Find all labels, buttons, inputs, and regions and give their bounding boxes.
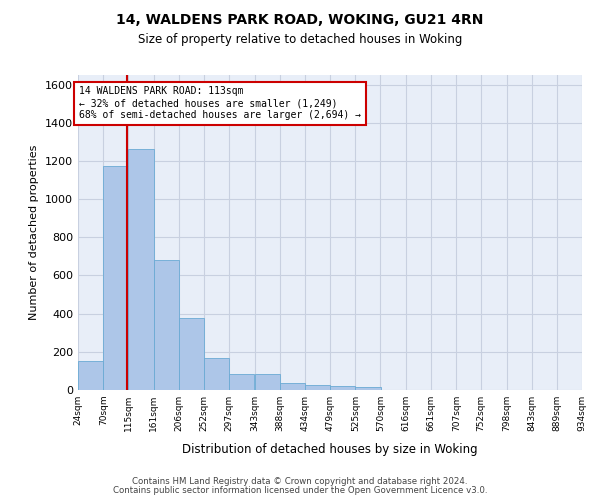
- Bar: [179, 318, 204, 390]
- Bar: [128, 150, 154, 390]
- Bar: [78, 362, 103, 390]
- Bar: [355, 387, 380, 390]
- Bar: [305, 384, 330, 390]
- Text: Distribution of detached houses by size in Woking: Distribution of detached houses by size …: [182, 442, 478, 456]
- Text: Contains public sector information licensed under the Open Government Licence v3: Contains public sector information licen…: [113, 486, 487, 495]
- Bar: [229, 374, 254, 390]
- Text: 14, WALDENS PARK ROAD, WOKING, GU21 4RN: 14, WALDENS PARK ROAD, WOKING, GU21 4RN: [116, 12, 484, 26]
- Bar: [254, 374, 280, 390]
- Bar: [103, 166, 128, 390]
- Bar: [154, 260, 179, 390]
- Y-axis label: Number of detached properties: Number of detached properties: [29, 145, 40, 320]
- Text: Size of property relative to detached houses in Woking: Size of property relative to detached ho…: [138, 32, 462, 46]
- Bar: [204, 358, 229, 390]
- Text: Contains HM Land Registry data © Crown copyright and database right 2024.: Contains HM Land Registry data © Crown c…: [132, 477, 468, 486]
- Bar: [330, 386, 355, 390]
- Bar: [280, 382, 305, 390]
- Text: 14 WALDENS PARK ROAD: 113sqm
← 32% of detached houses are smaller (1,249)
68% of: 14 WALDENS PARK ROAD: 113sqm ← 32% of de…: [79, 86, 361, 120]
